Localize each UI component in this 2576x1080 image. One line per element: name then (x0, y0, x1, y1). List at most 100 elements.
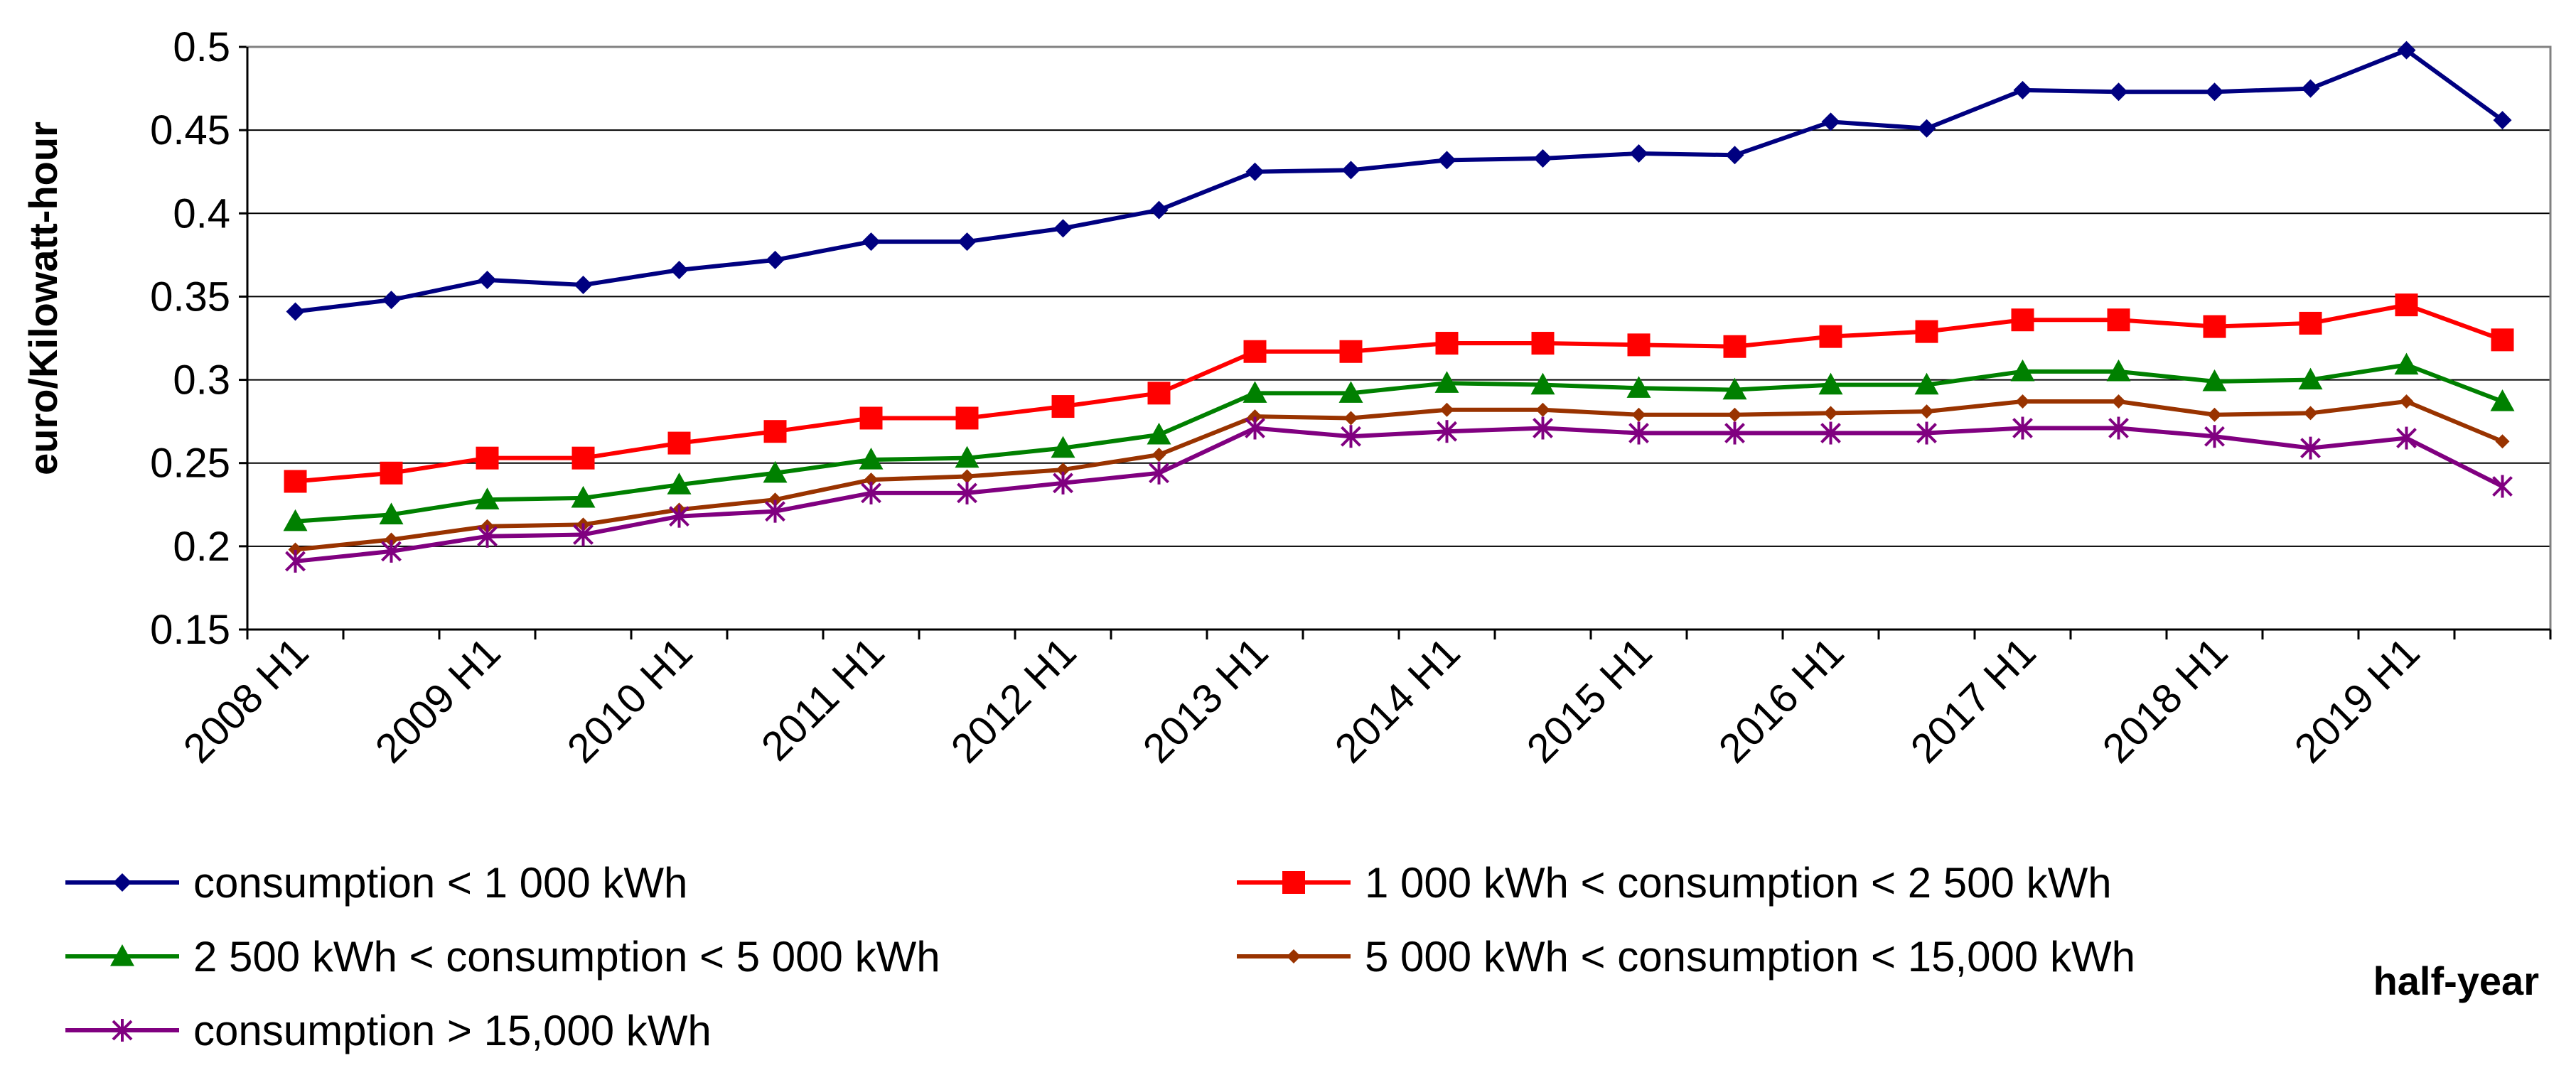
data-point (2300, 436, 2321, 460)
data-point (1053, 219, 1073, 238)
data-point (574, 276, 593, 295)
data-point (2207, 407, 2222, 422)
data-point (2013, 80, 2032, 99)
data-point (2010, 359, 2035, 382)
data-point (1051, 436, 1075, 458)
data-point (1628, 421, 1649, 445)
data-point (478, 271, 497, 289)
data-point (960, 469, 975, 484)
legend: consumption < 1 000 kWh 1 000 kWh < consu… (65, 859, 2135, 1054)
y-axis-title: euro/Kilowatt-hour (21, 122, 65, 475)
data-point (955, 446, 980, 468)
data-point (1243, 381, 1267, 403)
legend-label: 2 500 kWh < consumption < 5 000 kWh (193, 933, 940, 981)
data-point (1439, 402, 1454, 417)
legend-label: 5 000 kWh < consumption < 15,000 kWh (1365, 933, 2135, 981)
data-point (380, 461, 403, 485)
data-point (861, 481, 881, 504)
data-point (2301, 79, 2320, 98)
data-point (2012, 416, 2033, 440)
data-point (1245, 162, 1265, 181)
data-point (2107, 308, 2130, 332)
data-point (957, 232, 977, 252)
legend-label: 1 000 kWh < consumption < 2 500 kWh (1365, 859, 2112, 907)
data-point (2397, 40, 2416, 60)
x-tick-label: 2013 H1 (1134, 629, 1277, 772)
data-point (1341, 425, 1361, 448)
data-point (1245, 416, 1265, 440)
y-tick-label: 0.25 (150, 441, 230, 487)
series-lines (283, 40, 2515, 573)
data-point (112, 1019, 133, 1042)
series-line (295, 399, 2503, 552)
data-point (1914, 372, 1939, 395)
y-tick-label: 0.15 (150, 607, 230, 653)
data-point (1437, 151, 1456, 170)
data-point (2205, 82, 2224, 102)
data-point (1147, 422, 1171, 445)
data-point (2011, 308, 2034, 332)
data-point (381, 539, 402, 563)
series-line (295, 362, 2503, 524)
data-point (862, 232, 881, 252)
data-point (1723, 335, 1746, 358)
data-point (2490, 389, 2515, 411)
data-point (2492, 475, 2513, 498)
y-tick-label: 0.45 (150, 107, 230, 153)
data-point (1247, 409, 1262, 424)
series-2 (284, 293, 2514, 493)
data-point (765, 500, 785, 523)
data-point (1437, 420, 1457, 443)
data-point (1056, 463, 1070, 477)
data-point (859, 448, 884, 470)
x-tick-label: 2014 H1 (1326, 629, 1469, 772)
data-point (1917, 119, 1936, 138)
data-point (1149, 200, 1169, 220)
data-point (763, 460, 788, 483)
x-tick-label: 2009 H1 (367, 629, 510, 772)
data-point (573, 523, 594, 546)
data-point (955, 406, 979, 430)
data-point (1535, 402, 1550, 417)
data-point (2108, 416, 2129, 440)
data-point (1287, 949, 1301, 963)
data-point (2399, 394, 2414, 409)
x-tick-label: 2012 H1 (943, 629, 1085, 772)
data-point (2395, 293, 2418, 317)
data-point (571, 446, 595, 470)
data-point (1725, 146, 1744, 165)
data-point (1338, 381, 1363, 403)
data-point (2491, 328, 2514, 352)
data-point (2106, 359, 2131, 382)
data-point (1724, 421, 1745, 445)
x-axis-title: half-year (2373, 958, 2539, 1003)
y-tick-label: 0.5 (173, 24, 230, 70)
data-point (1051, 395, 1075, 418)
data-point (766, 250, 785, 269)
data-point (859, 406, 883, 430)
data-point (1149, 461, 1169, 485)
series-line (295, 48, 2504, 314)
legend-item: 5 000 kWh < consumption < 15,000 kWh (1237, 933, 2135, 981)
data-point (667, 431, 691, 455)
data-point (283, 509, 308, 531)
data-point (284, 470, 307, 493)
y-tick-label: 0.4 (173, 190, 230, 237)
data-point (1530, 372, 1555, 395)
x-tick-label: 2015 H1 (1518, 629, 1661, 772)
data-point (477, 524, 498, 548)
data-point (763, 420, 787, 443)
data-point (1820, 421, 1841, 445)
data-point (1919, 404, 1934, 419)
data-point (2202, 369, 2227, 392)
data-point (1627, 333, 1651, 357)
data-point (1818, 372, 1843, 395)
x-tick-label: 2011 H1 (753, 629, 893, 770)
data-point (1531, 332, 1555, 355)
data-point (1821, 112, 1840, 131)
data-point (113, 873, 132, 892)
data-point (1243, 340, 1267, 363)
data-point (285, 549, 306, 573)
data-point (288, 542, 303, 557)
